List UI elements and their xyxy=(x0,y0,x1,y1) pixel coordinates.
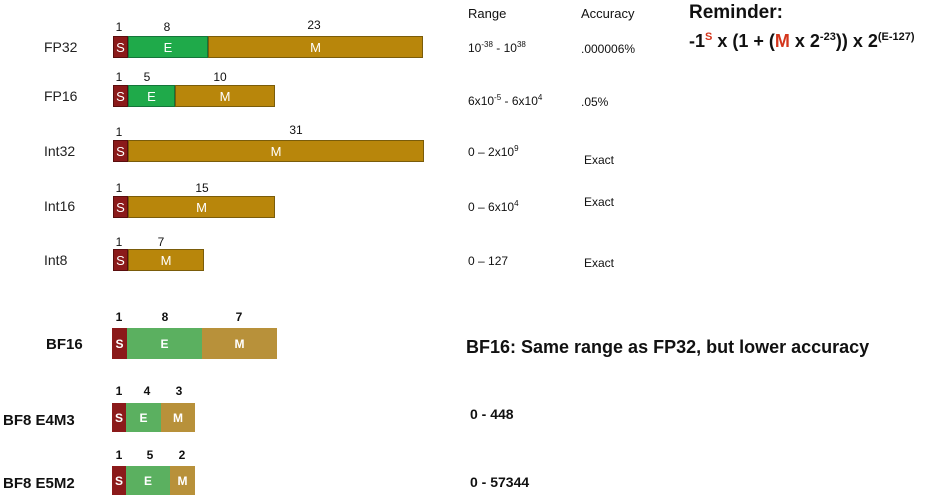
sign-segment: S xyxy=(112,403,126,432)
format-label-int16: Int16 xyxy=(44,198,76,214)
exponent-segment: E xyxy=(127,328,202,359)
sign-segment: S xyxy=(113,249,128,271)
exponent-bits-count: 8 xyxy=(161,310,169,324)
range-value: 0 - 57344 xyxy=(470,474,530,490)
sign-segment: S xyxy=(113,140,128,162)
exponent-segment: E xyxy=(126,403,161,432)
range-value: 6x10-5 - 6x104 xyxy=(468,93,543,108)
sign-bits-count: 1 xyxy=(115,20,123,34)
accuracy-header: Accuracy xyxy=(581,6,635,21)
exponent-segment: E xyxy=(126,466,170,495)
range-value: 0 – 6x104 xyxy=(468,199,519,214)
mantissa-bits-count: 3 xyxy=(175,384,183,398)
accuracy-value: Exact xyxy=(584,153,615,167)
format-label-bf8-e4m3: BF8 E4M3 xyxy=(3,412,75,429)
mantissa-segment: M xyxy=(128,249,204,271)
mantissa-bits-count: 15 xyxy=(195,181,209,195)
mantissa-segment: M xyxy=(128,140,424,162)
sign-segment: S xyxy=(113,196,128,218)
mantissa-bits-count: 23 xyxy=(307,18,321,32)
sign-bits-count: 1 xyxy=(115,70,123,84)
accuracy-value: .000006% xyxy=(581,42,636,56)
exponent-segment: E xyxy=(128,85,175,107)
exponent-bits-count: 8 xyxy=(163,20,171,34)
range-header: Range xyxy=(468,6,507,21)
mantissa-bits-count: 31 xyxy=(289,123,303,137)
mantissa-bits-count: 7 xyxy=(235,310,243,324)
range-value: 0 – 127 xyxy=(468,254,509,268)
sign-segment: S xyxy=(112,328,127,359)
format-label-int8: Int8 xyxy=(44,252,68,268)
accuracy-value: .05% xyxy=(581,95,609,109)
mantissa-segment: M xyxy=(202,328,277,359)
sign-segment: S xyxy=(113,36,128,58)
reminder-title: Reminder: xyxy=(689,2,783,23)
mantissa-segment: M xyxy=(161,403,195,432)
reminder-formula: -1S x (1 + (M x 2-23)) x 2(E-127) xyxy=(689,31,915,51)
sign-bits-count: 1 xyxy=(115,125,123,139)
sign-segment: S xyxy=(113,85,128,107)
range-value: 0 - 448 xyxy=(470,406,514,422)
mantissa-segment: M xyxy=(128,196,275,218)
sign-bits-count: 1 xyxy=(115,310,123,324)
bf16-note: BF16: Same range as FP32, but lower accu… xyxy=(466,337,870,357)
mantissa-segment: M xyxy=(175,85,275,107)
format-label-bf16: BF16 xyxy=(46,336,83,353)
accuracy-value: Exact xyxy=(584,195,615,209)
mantissa-bits-count: 2 xyxy=(178,448,186,462)
format-label-fp16: FP16 xyxy=(44,88,78,104)
exponent-segment: E xyxy=(128,36,208,58)
sign-bits-count: 1 xyxy=(115,181,123,195)
format-label-fp32: FP32 xyxy=(44,39,78,55)
sign-bits-count: 1 xyxy=(115,384,123,398)
exponent-bits-count: 5 xyxy=(146,448,154,462)
mantissa-bits-count: 10 xyxy=(213,70,227,84)
mantissa-segment: M xyxy=(170,466,195,495)
sign-bits-count: 1 xyxy=(115,448,123,462)
mantissa-segment: M xyxy=(208,36,423,58)
range-value: 10-38 - 1038 xyxy=(468,40,526,55)
format-label-bf8-e5m2: BF8 E5M2 xyxy=(3,475,75,492)
mantissa-bits-count: 7 xyxy=(157,235,165,249)
sign-bits-count: 1 xyxy=(115,235,123,249)
format-label-int32: Int32 xyxy=(44,143,76,159)
accuracy-value: Exact xyxy=(584,256,615,270)
range-value: 0 – 2x109 xyxy=(468,144,519,159)
sign-segment: S xyxy=(112,466,126,495)
exponent-bits-count: 4 xyxy=(143,384,151,398)
exponent-bits-count: 5 xyxy=(143,70,151,84)
